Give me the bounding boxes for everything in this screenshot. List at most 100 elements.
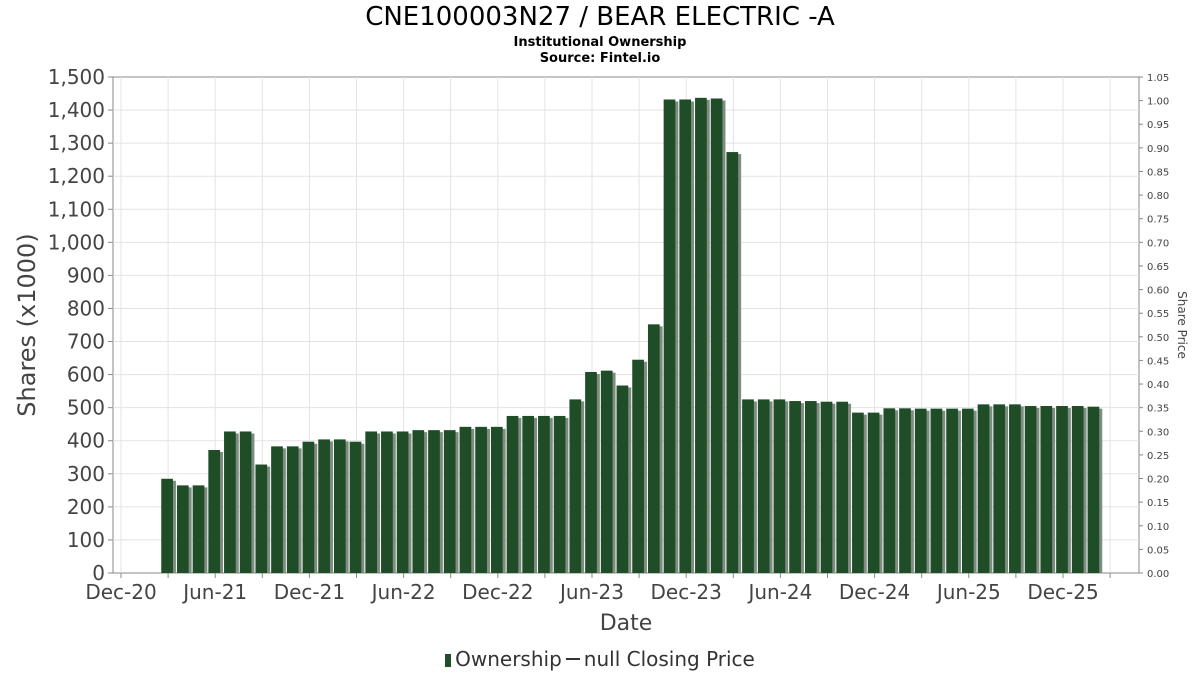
y-tick-label: 900 xyxy=(67,263,105,287)
y-axis-ticks: 0 100 200 300 400 500 600 700 800 900 1,000 1,100 1,… xyxy=(48,65,113,585)
x-axis-ticks: Dec-20 Jun-21 Dec-21 Jun-22 Dec-22 Jun-23 Dec-… xyxy=(85,573,1111,604)
y2-tick-label: 1.00 xyxy=(1147,97,1169,108)
ownership-bar xyxy=(679,99,692,573)
ownership-bar xyxy=(302,441,315,573)
x-tick-label: Dec-25 xyxy=(1027,580,1098,604)
y-tick-label: 300 xyxy=(67,462,105,486)
y-tick-label: 100 xyxy=(67,528,105,552)
y2-tick-label: 1.05 xyxy=(1147,73,1169,84)
x-tick-label: Jun-23 xyxy=(558,580,624,604)
ownership-bar xyxy=(914,408,927,573)
y2-tick-label: 0.20 xyxy=(1147,475,1169,486)
y-tick-label: 700 xyxy=(67,330,105,354)
y2-tick-label: 0.55 xyxy=(1147,309,1169,320)
ownership-bar xyxy=(553,415,566,573)
x-tick-label: Dec-23 xyxy=(651,580,722,604)
ownership-swatch-icon xyxy=(445,654,452,667)
ownership-bar xyxy=(396,431,409,573)
ownership-bar xyxy=(977,404,990,573)
y-tick-label: 1,500 xyxy=(48,65,105,89)
ownership-bar xyxy=(255,464,268,573)
ownership-bar xyxy=(757,399,770,573)
ownership-bar xyxy=(647,324,660,573)
ownership-bar xyxy=(836,401,849,573)
y-tick-label: 1,100 xyxy=(48,197,105,221)
ownership-bar xyxy=(176,485,189,573)
x-tick-label: Jun-25 xyxy=(935,580,1001,604)
ownership-bar xyxy=(161,478,173,573)
y-tick-label: 1,000 xyxy=(48,230,105,254)
y2-axis-label: Share Price xyxy=(1175,291,1189,359)
ownership-bar xyxy=(993,404,1006,573)
y2-tick-label: 0.15 xyxy=(1147,498,1169,509)
ownership-bar xyxy=(695,97,707,573)
y2-tick-label: 0.35 xyxy=(1147,404,1169,415)
x-tick-label: Dec-24 xyxy=(839,580,910,604)
ownership-bar xyxy=(412,430,425,573)
ownership-bar xyxy=(381,431,393,573)
ownership-bar xyxy=(443,430,456,573)
y2-tick-label: 0.70 xyxy=(1147,238,1169,249)
closing-price-line-icon xyxy=(565,658,580,660)
ownership-bar xyxy=(961,408,974,573)
ownership-bar xyxy=(490,426,503,573)
ownership-bar xyxy=(946,408,958,573)
ownership-bar xyxy=(867,412,880,573)
y2-tick-label: 0.95 xyxy=(1147,120,1169,131)
ownership-bar xyxy=(899,408,911,573)
ownership-bar xyxy=(208,449,221,573)
ownership-bar xyxy=(1056,406,1068,573)
chart-legend: Ownership null Closing Price xyxy=(0,647,1200,671)
chart-subtitle-line-1: Institutional Ownership xyxy=(513,35,687,50)
y-tick-label: 1,200 xyxy=(48,164,105,188)
ownership-bar xyxy=(1009,404,1021,573)
y-tick-label: 500 xyxy=(67,396,105,420)
ownership-bar xyxy=(804,401,817,573)
y-tick-label: 800 xyxy=(67,296,105,320)
ownership-bar xyxy=(883,408,896,573)
ownership-bar xyxy=(820,401,833,573)
y2-tick-label: 0.30 xyxy=(1147,427,1169,438)
x-tick-label: Jun-24 xyxy=(746,580,812,604)
ownership-bar xyxy=(286,446,299,573)
x-tick-label: Jun-21 xyxy=(181,580,247,604)
chart-title: CNE100003N27 / BEAR ELECTRIC -A xyxy=(365,2,835,32)
ownership-bar xyxy=(1024,406,1037,573)
chart-subtitle-line-2: Source: Fintel.io xyxy=(539,51,661,66)
x-tick-label: Dec-22 xyxy=(462,580,533,604)
x-tick-label: Jun-22 xyxy=(370,580,436,604)
y-tick-label: 200 xyxy=(67,495,105,519)
ownership-bar xyxy=(773,399,786,573)
ownership-bar xyxy=(224,431,236,573)
ownership-bar xyxy=(333,439,346,573)
legend-item-ownership: Ownership xyxy=(455,647,562,671)
ownership-bar xyxy=(1040,406,1053,573)
y-axis-label: Shares (x1000) xyxy=(13,233,41,416)
ownership-bar xyxy=(318,439,330,573)
x-tick-label: Dec-21 xyxy=(274,580,345,604)
y2-tick-label: 0.75 xyxy=(1147,215,1169,226)
y-tick-label: 1,400 xyxy=(48,98,105,122)
ownership-bars xyxy=(161,97,1103,573)
ownership-bar xyxy=(1071,406,1084,573)
y2-tick-label: 0.00 xyxy=(1147,569,1169,580)
y2-tick-label: 0.10 xyxy=(1147,522,1169,533)
ownership-bar xyxy=(475,426,487,573)
ownership-bar xyxy=(522,415,535,573)
ownership-bar xyxy=(239,431,252,573)
ownership-bar xyxy=(710,98,723,573)
y2-tick-label: 0.60 xyxy=(1147,286,1169,297)
ownership-bar xyxy=(742,399,754,573)
ownership-bar xyxy=(585,371,597,573)
ownership-bar xyxy=(663,99,676,573)
legend-item-closing-price: null Closing Price xyxy=(583,647,755,671)
y2-tick-label: 0.45 xyxy=(1147,356,1169,367)
ownership-bar xyxy=(365,431,378,573)
ownership-bar xyxy=(789,401,801,573)
x-tick-label: Dec-20 xyxy=(85,580,156,604)
ownership-bar xyxy=(600,370,613,573)
ownership-bar xyxy=(632,359,644,573)
y2-tick-label: 0.85 xyxy=(1147,167,1169,178)
y2-tick-label: 0.50 xyxy=(1147,333,1169,344)
ownership-bar xyxy=(616,385,629,573)
